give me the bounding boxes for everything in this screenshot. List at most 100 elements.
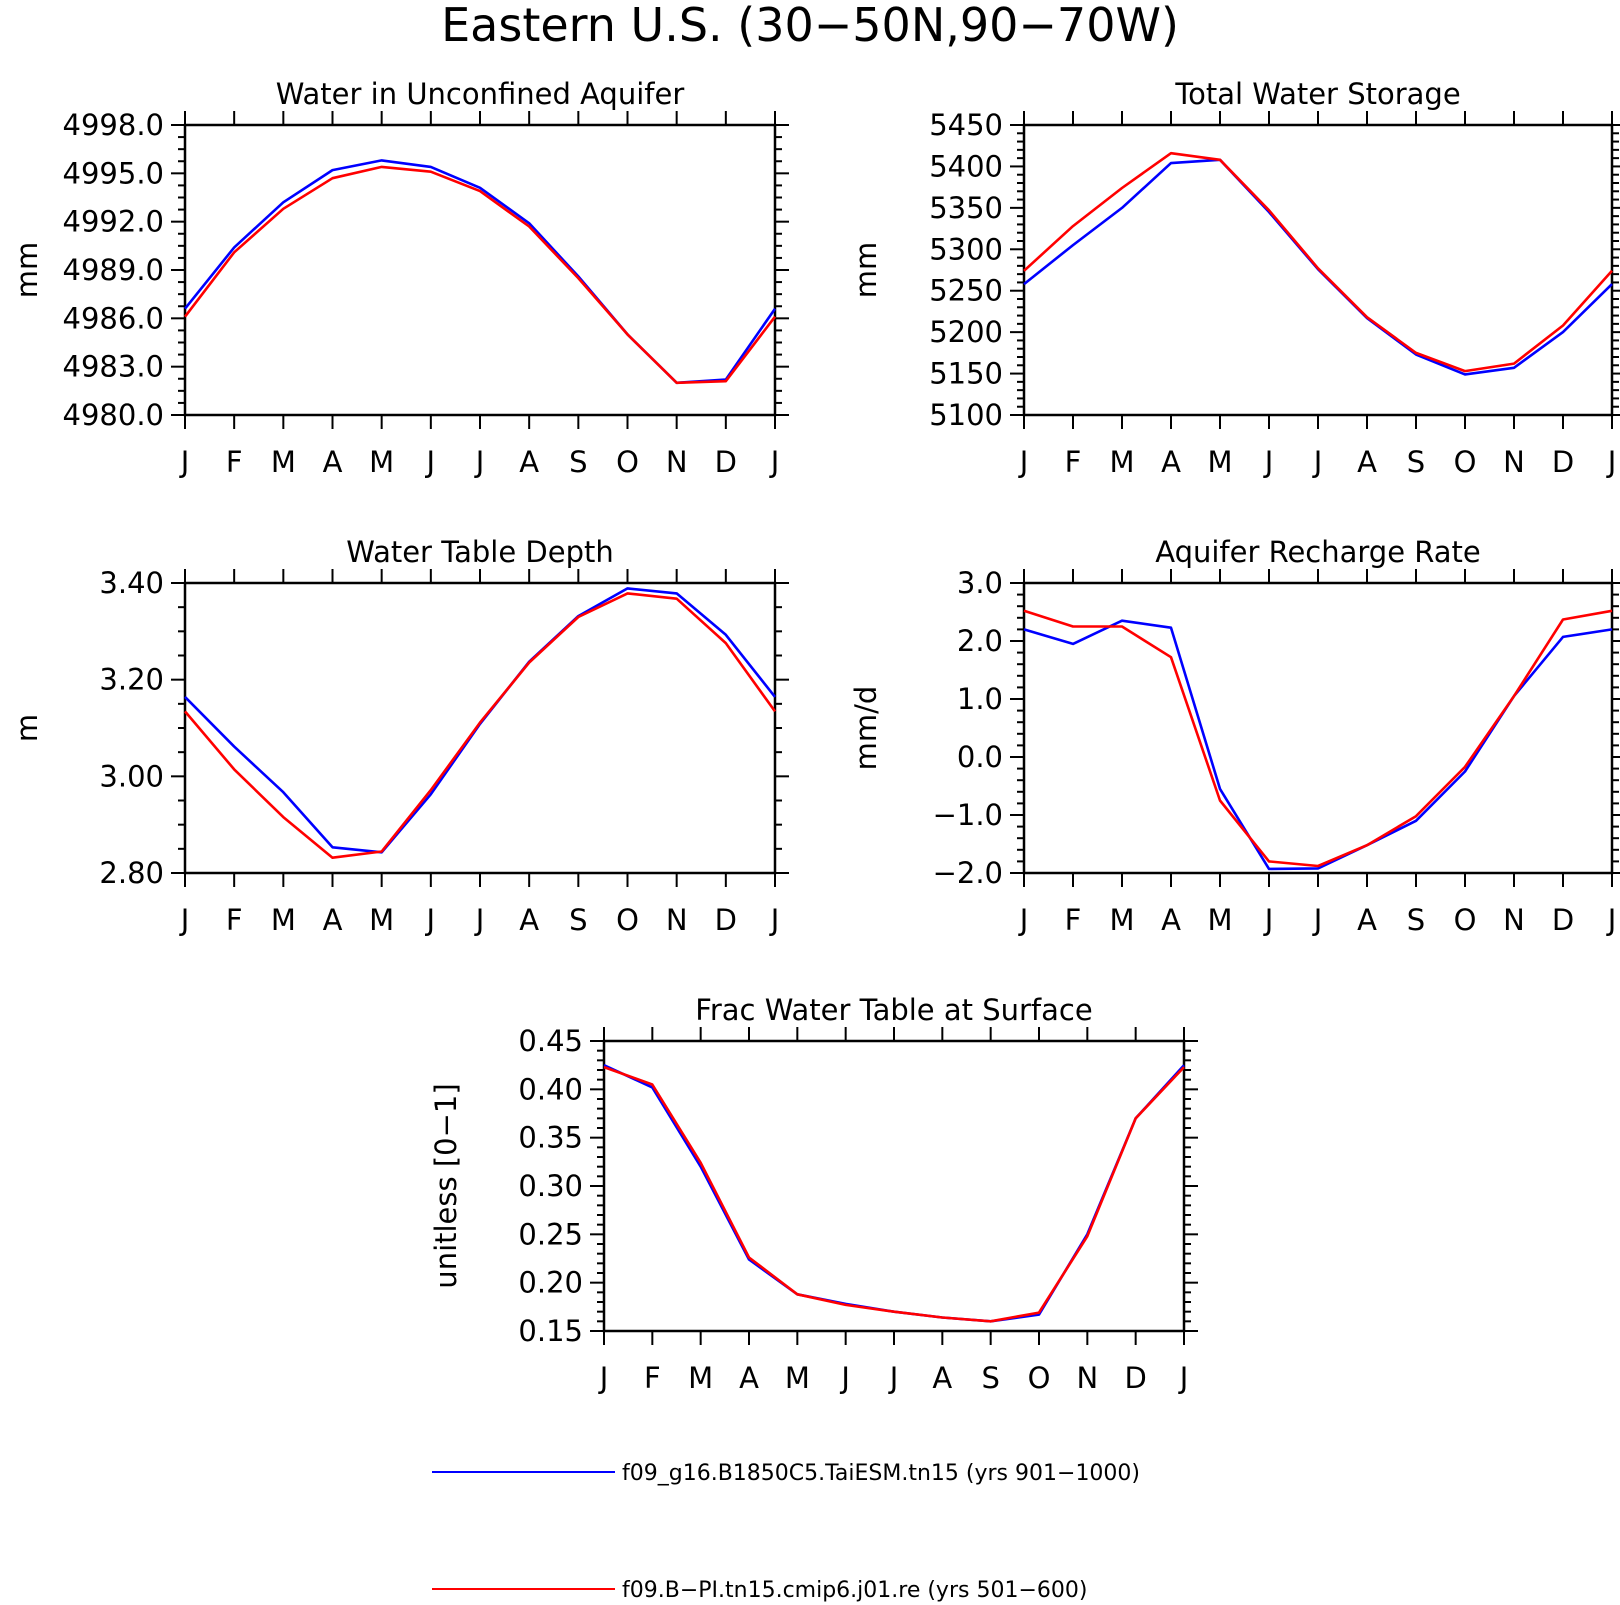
y-tick-label: 3.20 bbox=[99, 663, 164, 697]
x-tick-label: J bbox=[1606, 445, 1617, 479]
x-tick-label: F bbox=[644, 1361, 661, 1395]
x-tick-label: M bbox=[688, 1361, 713, 1395]
y-tick-label: 5300 bbox=[929, 232, 1003, 266]
x-tick-label: J bbox=[769, 445, 780, 479]
x-tick-label: S bbox=[1407, 445, 1425, 479]
x-tick-label: S bbox=[569, 445, 587, 479]
y-tick-label: 3.40 bbox=[99, 566, 164, 600]
y-tick-label: 5150 bbox=[929, 357, 1003, 391]
x-tick-label: J bbox=[474, 445, 485, 479]
chart-panel-4: Aquifer Recharge Rate mm/d −2.0 −1.0 0.0 1.0 2… bbox=[849, 535, 1620, 937]
y-tick-label: 2.80 bbox=[99, 856, 164, 890]
panel-title: Total Water Storage bbox=[1174, 77, 1460, 111]
y-tick-label: 0.35 bbox=[518, 1121, 583, 1155]
x-tick-label: J bbox=[179, 903, 190, 937]
y-tick-label: 4980.0 bbox=[63, 398, 164, 432]
y-tick-label: 5250 bbox=[929, 274, 1003, 308]
y-tick-label: 5450 bbox=[929, 108, 1003, 142]
x-tick-label: A bbox=[323, 903, 343, 937]
y-tick-label: 2.0 bbox=[957, 624, 1003, 658]
y-axis-label: unitless [0−1] bbox=[429, 1083, 463, 1288]
tick-marks bbox=[1010, 111, 1620, 429]
series-line-red bbox=[603, 1065, 1185, 1323]
x-tick-label: F bbox=[226, 903, 243, 937]
y-axis-label: mm bbox=[849, 242, 883, 299]
y-tick-label: 0.45 bbox=[518, 1024, 583, 1058]
panel-title: Frac Water Table at Surface bbox=[695, 993, 1092, 1027]
x-tick-label: A bbox=[1161, 445, 1181, 479]
plot-frame bbox=[1022, 581, 1614, 875]
plot-frame bbox=[602, 1039, 1186, 1333]
series-line-red bbox=[183, 165, 777, 385]
panel-title: Water Table Depth bbox=[346, 535, 614, 569]
y-tick-label: 5100 bbox=[929, 398, 1003, 432]
x-tick-label: J bbox=[1606, 903, 1617, 937]
x-tick-label: J bbox=[839, 1361, 850, 1395]
x-tick-label: J bbox=[474, 903, 485, 937]
panel-title: Water in Unconfined Aquifer bbox=[276, 77, 685, 111]
x-tick-label: M bbox=[271, 445, 296, 479]
figure-title: Eastern U.S. (30−50N,90−70W) bbox=[441, 0, 1179, 52]
chart-panel-1: Water in Unconfined Aquifer mm 4980.0 4983.… bbox=[10, 77, 789, 479]
y-tick-label: 5400 bbox=[929, 149, 1003, 183]
x-tick-label: J bbox=[888, 1361, 899, 1395]
series-line-red bbox=[184, 592, 777, 860]
y-tick-label: 0.20 bbox=[518, 1266, 583, 1300]
y-tick-label: 4995.0 bbox=[63, 156, 164, 190]
x-tick-label: F bbox=[1065, 445, 1082, 479]
y-tick-label: 5200 bbox=[929, 315, 1003, 349]
x-tick-label: M bbox=[785, 1361, 810, 1395]
x-tick-label: O bbox=[1454, 903, 1477, 937]
y-tick-label: −2.0 bbox=[933, 856, 1003, 890]
x-tick-label: D bbox=[1124, 1361, 1146, 1395]
x-tick-label: J bbox=[598, 1361, 609, 1395]
y-tick-label: 4998.0 bbox=[63, 108, 164, 142]
y-tick-label: 4992.0 bbox=[63, 205, 164, 239]
y-tick-label: 3.00 bbox=[99, 759, 164, 793]
x-tick-label: N bbox=[1076, 1361, 1098, 1395]
y-axis-label: mm/d bbox=[849, 686, 883, 771]
x-tick-label: A bbox=[519, 445, 539, 479]
x-tick-label: J bbox=[1263, 445, 1274, 479]
x-tick-label: N bbox=[666, 903, 688, 937]
x-tick-label: A bbox=[739, 1361, 759, 1395]
x-tick-label: D bbox=[715, 903, 737, 937]
series-line-red bbox=[1023, 609, 1613, 868]
series-line-blue bbox=[1023, 619, 1613, 871]
series-line-blue bbox=[183, 159, 777, 385]
x-tick-label: M bbox=[271, 903, 296, 937]
x-tick-label: J bbox=[1312, 445, 1323, 479]
y-tick-label: 0.0 bbox=[957, 740, 1003, 774]
y-tick-label: 0.25 bbox=[518, 1217, 583, 1251]
plot-frame bbox=[183, 123, 777, 417]
x-tick-label: M bbox=[1207, 445, 1232, 479]
x-tick-label: O bbox=[1454, 445, 1477, 479]
x-tick-label: J bbox=[1178, 1361, 1189, 1395]
x-tick-label: N bbox=[1503, 445, 1525, 479]
x-tick-label: A bbox=[932, 1361, 952, 1395]
x-tick-label: A bbox=[519, 903, 539, 937]
x-tick-label: N bbox=[1503, 903, 1525, 937]
x-tick-label: J bbox=[1018, 903, 1029, 937]
x-tick-label: S bbox=[569, 903, 587, 937]
y-axis-label: m bbox=[10, 714, 44, 742]
y-tick-label: 1.0 bbox=[957, 682, 1003, 716]
tick-marks bbox=[590, 1027, 1198, 1345]
x-tick-label: J bbox=[769, 903, 780, 937]
chart-panel-5: Frac Water Table at Surface unitless [0−1… bbox=[429, 993, 1198, 1395]
tick-marks bbox=[1010, 569, 1620, 887]
y-axis-label: mm bbox=[10, 242, 44, 299]
x-tick-label: F bbox=[226, 445, 243, 479]
series-line-red bbox=[1023, 151, 1613, 373]
legend-label-red: f09.B−PI.tn15.cmip6.j01.re (yrs 501−600) bbox=[622, 1578, 1087, 1603]
x-tick-label: O bbox=[616, 903, 639, 937]
y-tick-label: 3.0 bbox=[957, 566, 1003, 600]
x-tick-label: M bbox=[1109, 445, 1134, 479]
y-tick-label: 4983.0 bbox=[63, 350, 164, 384]
x-tick-label: D bbox=[1552, 903, 1574, 937]
y-tick-label: −1.0 bbox=[933, 798, 1003, 832]
x-tick-label: J bbox=[179, 445, 190, 479]
x-tick-label: M bbox=[369, 903, 394, 937]
y-tick-label: 0.30 bbox=[518, 1169, 583, 1203]
